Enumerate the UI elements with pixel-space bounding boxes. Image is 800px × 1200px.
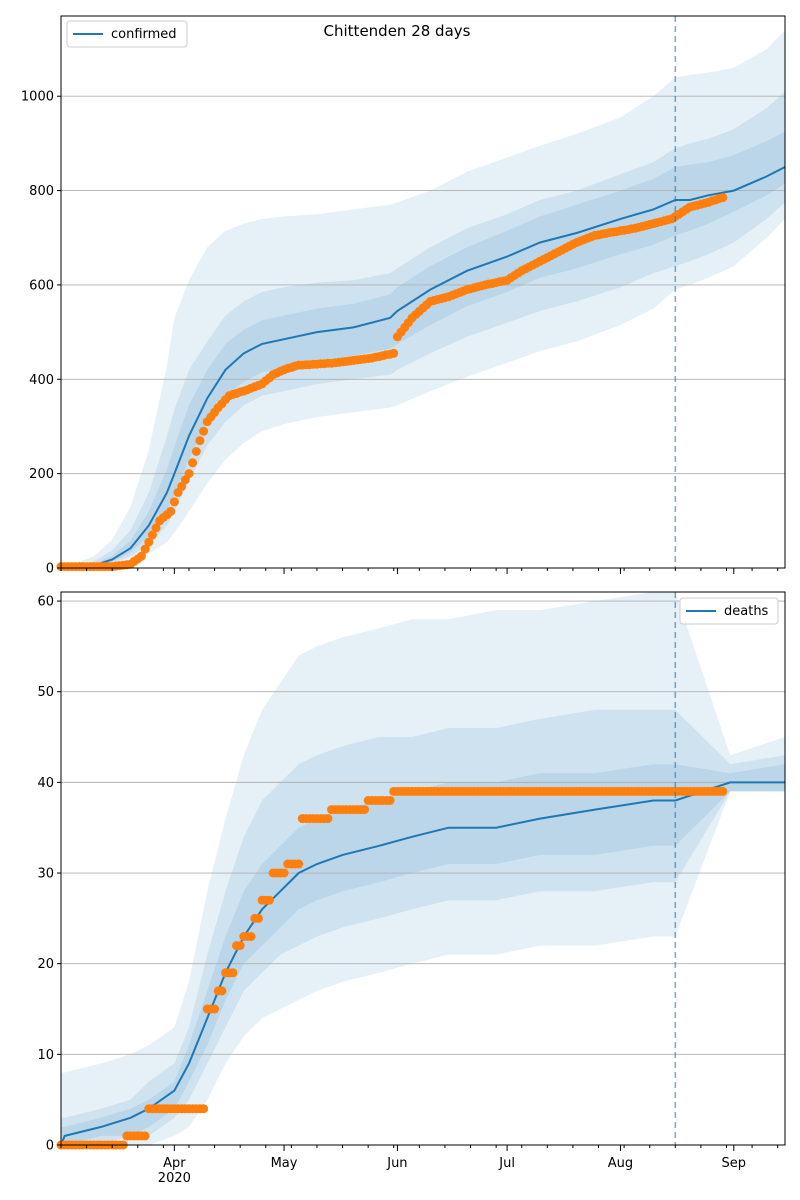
x-tick-label: Sep xyxy=(722,1156,747,1171)
y-tick-label: 200 xyxy=(29,467,54,482)
x-tick-label: Aug xyxy=(608,1156,633,1171)
x-tick-label: May xyxy=(271,1156,298,1171)
observed-point xyxy=(217,986,227,996)
prediction-band-1 xyxy=(61,30,785,568)
observed-point xyxy=(195,436,205,446)
y-tick-label: 40 xyxy=(37,776,54,791)
observed-point xyxy=(718,193,728,203)
legend-box xyxy=(679,597,779,625)
y-tick-label: 0 xyxy=(46,1139,54,1154)
observed-point xyxy=(140,1131,150,1141)
x-tick-label: Jun xyxy=(386,1156,407,1171)
y-tick-label: 30 xyxy=(37,867,54,882)
deaths-gridlines xyxy=(61,600,785,1055)
confirmed-panel: 0 200 400 600 800 1000 Chittenden 28 days con… xyxy=(21,15,786,577)
observed-point xyxy=(177,481,187,491)
y-tick-label: 0 xyxy=(46,562,54,577)
observed-point xyxy=(294,859,304,869)
observed-point xyxy=(184,469,194,479)
observed-point xyxy=(385,796,395,805)
axes-frame xyxy=(60,15,786,569)
deaths-observed-points xyxy=(56,786,728,1150)
confirmed-axes: 0 200 400 600 800 1000 xyxy=(21,15,786,577)
chart-title: Chittenden 28 days xyxy=(324,22,471,40)
y-tick-label: 20 xyxy=(37,957,54,972)
observed-point xyxy=(264,895,274,905)
y-tick-label: 1000 xyxy=(21,90,54,105)
observed-point xyxy=(151,523,161,533)
prediction-band-1 xyxy=(61,592,785,1145)
observed-point xyxy=(210,1004,220,1014)
observed-point xyxy=(254,913,263,923)
prediction-band-3 xyxy=(61,764,785,1145)
y-tick-label: 60 xyxy=(37,595,54,610)
prediction-band-2 xyxy=(61,709,785,1145)
y-tick-label: 800 xyxy=(29,184,54,199)
observed-point xyxy=(323,814,333,824)
observed-point xyxy=(188,458,198,468)
observed-point xyxy=(140,544,150,554)
observed-point xyxy=(136,551,146,561)
legend-label-confirmed: confirmed xyxy=(111,27,177,42)
y-tick-label: 10 xyxy=(37,1048,54,1063)
observed-point xyxy=(718,786,728,796)
confirmed-prediction-bands xyxy=(61,30,785,568)
observed-point xyxy=(169,497,179,507)
observed-point xyxy=(246,932,256,941)
observed-point xyxy=(199,426,209,436)
observed-point xyxy=(235,941,245,951)
observed-point xyxy=(144,537,154,547)
y-tick-label: 600 xyxy=(29,278,54,293)
observed-point xyxy=(147,530,157,540)
x-tick-sublabel: 2020 xyxy=(158,1171,191,1186)
prediction-band-3 xyxy=(61,131,785,568)
confirmed-legend: confirmed xyxy=(66,20,188,48)
observed-point xyxy=(228,968,238,978)
observed-point xyxy=(279,868,289,878)
observed-point xyxy=(199,1104,209,1114)
x-tick-label: Jul xyxy=(498,1156,515,1171)
prediction-band-2 xyxy=(61,91,785,568)
observed-point xyxy=(191,447,201,456)
observed-point xyxy=(360,805,369,815)
deaths-prediction-bands xyxy=(61,592,785,1145)
legend-label-deaths: deaths xyxy=(724,604,769,619)
observed-point xyxy=(166,506,176,516)
axes-frame xyxy=(60,591,786,1146)
observed-point xyxy=(389,348,399,358)
y-tick-label: 400 xyxy=(29,373,54,388)
confirmed-gridlines xyxy=(61,95,785,475)
confirmed-observed-points xyxy=(56,193,728,572)
legend-box xyxy=(66,20,188,48)
y-tick-label: 50 xyxy=(37,685,54,700)
deaths-legend: deaths xyxy=(679,597,779,625)
x-tick-label: Apr xyxy=(163,1156,186,1171)
